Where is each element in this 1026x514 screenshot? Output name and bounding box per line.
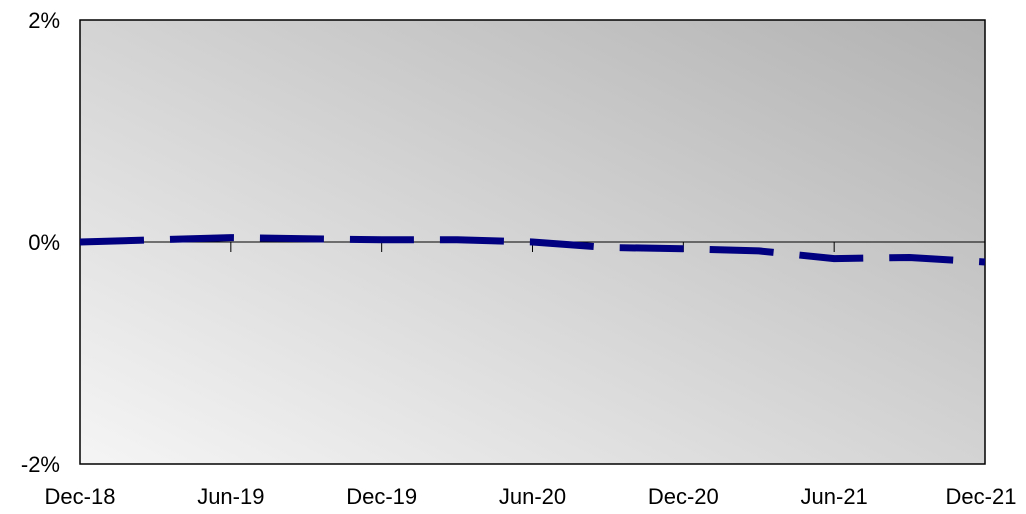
- x-tick-label: Jun-21: [801, 484, 868, 509]
- y-axis-tick-labels: 2% 0% -2%: [21, 8, 60, 477]
- y-tick-label: -2%: [21, 452, 60, 477]
- x-tick-label: Dec-21: [946, 484, 1017, 509]
- x-tick-label: Dec-18: [45, 484, 116, 509]
- y-tick-label: 2%: [28, 8, 60, 33]
- x-tick-label: Jun-20: [499, 484, 566, 509]
- x-tick-label: Dec-19: [346, 484, 417, 509]
- y-tick-label: 0%: [28, 230, 60, 255]
- series-line: [79, 234, 986, 266]
- x-axis-tick-labels: Dec-18 Jun-19 Dec-19 Jun-20 Dec-20 Jun-21 Dec-…: [45, 484, 1017, 509]
- x-tick-label: Jun-19: [197, 484, 264, 509]
- x-tick-label: Dec-20: [648, 484, 719, 509]
- series-group: [79, 234, 986, 266]
